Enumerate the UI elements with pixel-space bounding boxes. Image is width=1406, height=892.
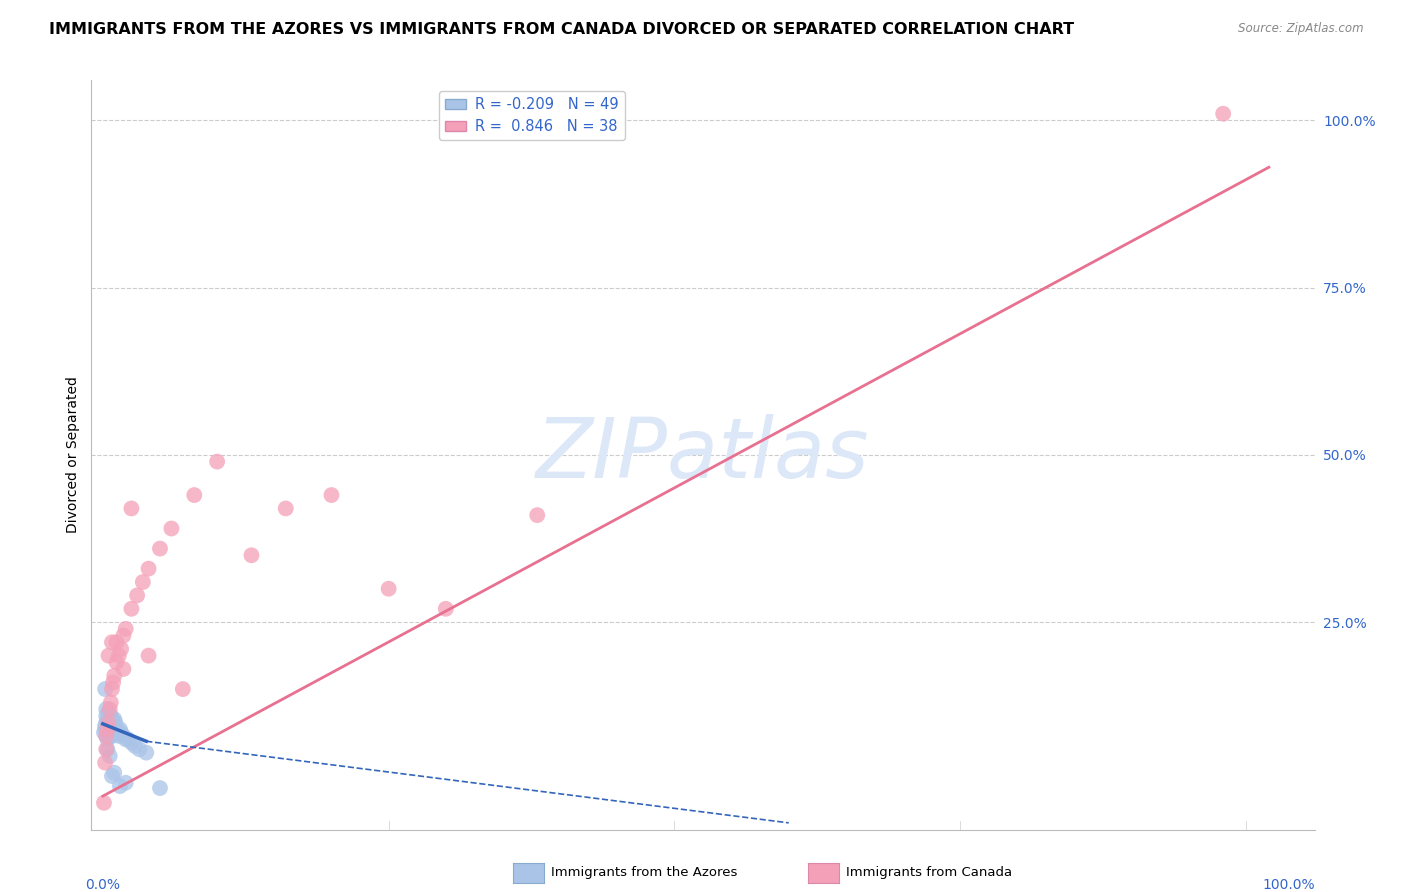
- Point: [172, 682, 194, 697]
- Point: [434, 602, 457, 616]
- Point: [103, 712, 125, 726]
- Point: [105, 723, 128, 737]
- Y-axis label: Divorced or Separated: Divorced or Separated: [66, 376, 80, 533]
- Point: [526, 508, 548, 523]
- Point: [101, 682, 124, 697]
- Text: Immigrants from Canada: Immigrants from Canada: [846, 866, 1012, 879]
- Point: [96, 729, 118, 743]
- Point: [149, 781, 172, 796]
- Point: [112, 662, 135, 676]
- Point: [114, 622, 136, 636]
- Point: [160, 521, 183, 535]
- Point: [97, 725, 120, 739]
- Point: [107, 725, 129, 739]
- Point: [96, 715, 118, 730]
- Point: [110, 642, 132, 657]
- Point: [93, 725, 115, 739]
- Point: [97, 648, 120, 663]
- Point: [127, 589, 149, 603]
- Point: [128, 742, 150, 756]
- Point: [94, 723, 117, 737]
- Point: [101, 729, 124, 743]
- Point: [120, 735, 142, 749]
- Point: [101, 635, 124, 649]
- Text: Immigrants from the Azores: Immigrants from the Azores: [551, 866, 738, 879]
- Point: [149, 541, 172, 556]
- Point: [93, 796, 115, 810]
- Point: [105, 635, 128, 649]
- Point: [101, 675, 124, 690]
- Text: IMMIGRANTS FROM THE AZORES VS IMMIGRANTS FROM CANADA DIVORCED OR SEPARATED CORRE: IMMIGRANTS FROM THE AZORES VS IMMIGRANTS…: [49, 22, 1074, 37]
- Point: [205, 455, 228, 469]
- Point: [96, 729, 118, 743]
- Point: [112, 629, 135, 643]
- Point: [114, 732, 136, 747]
- Point: [98, 729, 121, 743]
- Point: [94, 719, 117, 733]
- Point: [94, 756, 117, 770]
- Point: [274, 501, 297, 516]
- Point: [108, 729, 131, 743]
- Point: [120, 501, 142, 516]
- Point: [101, 712, 124, 726]
- Point: [98, 723, 121, 737]
- Point: [96, 742, 118, 756]
- Point: [96, 723, 118, 737]
- Point: [104, 715, 127, 730]
- Point: [101, 715, 124, 730]
- Point: [103, 669, 125, 683]
- Point: [110, 725, 132, 739]
- Point: [101, 769, 124, 783]
- Point: [101, 719, 124, 733]
- Point: [100, 708, 122, 723]
- Point: [96, 742, 118, 756]
- Point: [101, 725, 124, 739]
- Point: [97, 715, 120, 730]
- Text: 100.0%: 100.0%: [1263, 879, 1315, 892]
- Point: [377, 582, 399, 596]
- Point: [100, 719, 122, 733]
- Point: [120, 602, 142, 616]
- Point: [321, 488, 343, 502]
- Point: [98, 702, 121, 716]
- Point: [108, 723, 131, 737]
- Point: [104, 725, 127, 739]
- Point: [108, 648, 131, 663]
- Point: [100, 696, 122, 710]
- Point: [96, 708, 118, 723]
- Text: 0.0%: 0.0%: [86, 879, 121, 892]
- Point: [100, 725, 122, 739]
- Point: [240, 548, 263, 563]
- Point: [112, 729, 135, 743]
- Point: [96, 702, 118, 716]
- Point: [183, 488, 205, 502]
- Point: [108, 779, 131, 793]
- Point: [1212, 107, 1234, 121]
- Point: [124, 739, 146, 753]
- Point: [105, 655, 128, 669]
- Point: [117, 732, 139, 747]
- Point: [114, 776, 136, 790]
- Point: [132, 575, 155, 590]
- Point: [98, 715, 121, 730]
- Point: [138, 562, 160, 576]
- Text: ZIPatlas: ZIPatlas: [536, 415, 870, 495]
- Point: [103, 723, 125, 737]
- Point: [97, 706, 120, 720]
- Text: Source: ZipAtlas.com: Source: ZipAtlas.com: [1239, 22, 1364, 36]
- Point: [138, 648, 160, 663]
- Point: [98, 749, 121, 764]
- Point: [97, 719, 120, 733]
- Point: [94, 682, 117, 697]
- Point: [103, 765, 125, 780]
- Point: [96, 732, 118, 747]
- Point: [97, 712, 120, 726]
- Legend: R = -0.209   N = 49, R =  0.846   N = 38: R = -0.209 N = 49, R = 0.846 N = 38: [439, 91, 624, 140]
- Point: [96, 723, 118, 737]
- Point: [96, 712, 118, 726]
- Point: [135, 746, 157, 760]
